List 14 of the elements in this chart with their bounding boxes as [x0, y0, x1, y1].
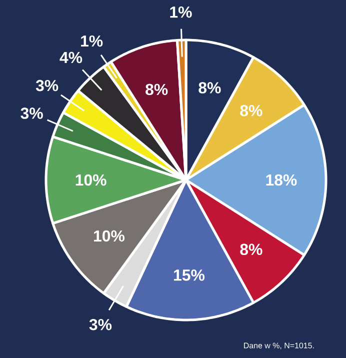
data-label: 8%	[146, 84, 168, 96]
data-label: 3%	[89, 318, 112, 330]
data-label: 18%	[266, 174, 297, 186]
data-label: 4%	[60, 52, 82, 64]
data-label: 3%	[36, 80, 58, 92]
data-label: 10%	[76, 174, 106, 186]
data-label: 1%	[170, 6, 192, 18]
data-label: 1%	[81, 35, 103, 47]
data-label: 15%	[174, 270, 205, 281]
data-label: 10%	[94, 230, 125, 242]
data-label: 8%	[240, 244, 262, 256]
data-label: 8%	[240, 104, 262, 116]
data-label: 8%	[198, 82, 221, 94]
data-label: 3%	[20, 108, 43, 119]
